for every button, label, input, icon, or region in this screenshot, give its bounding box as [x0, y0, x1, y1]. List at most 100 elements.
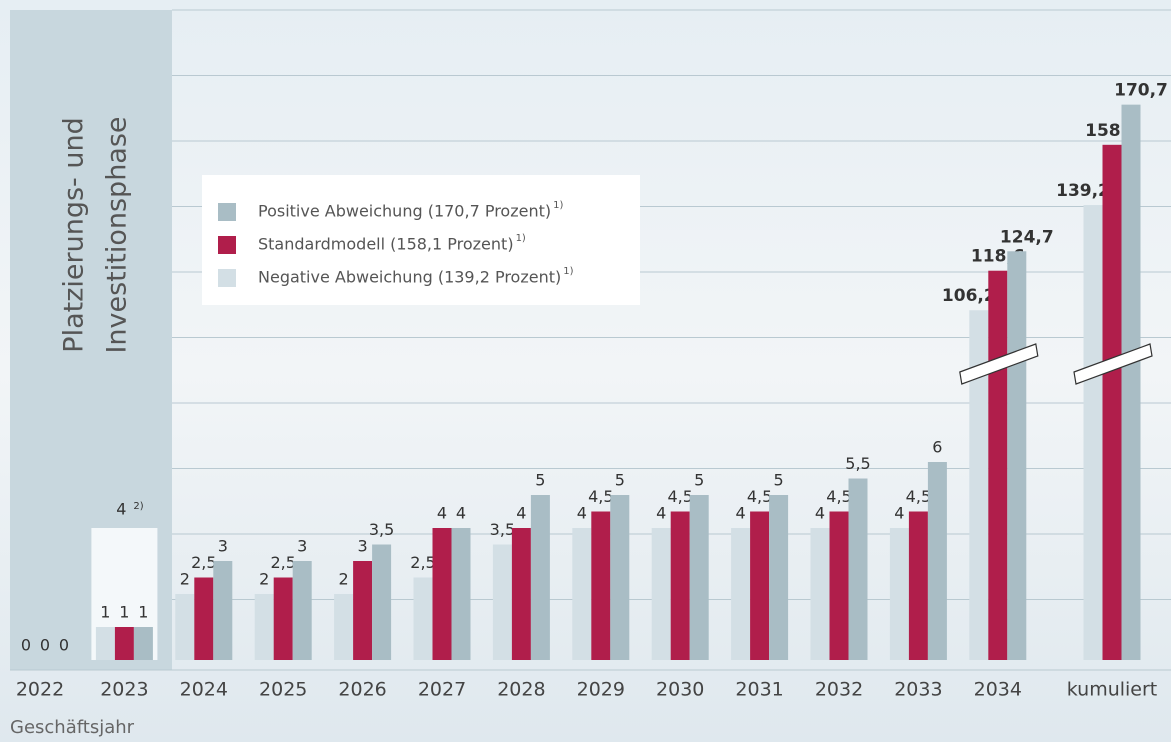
- value-label: 3,5: [490, 520, 515, 539]
- x-tick-label: 2033: [894, 679, 942, 701]
- bar: [1007, 251, 1026, 660]
- x-tick-label: 2022: [16, 679, 64, 701]
- bar: [1122, 105, 1141, 660]
- x-tick-label: 2031: [735, 679, 783, 701]
- legend-swatch: [218, 269, 236, 287]
- bar: [452, 528, 471, 660]
- value-label: 3: [358, 537, 368, 556]
- value-label: 3: [218, 537, 228, 556]
- bar: [1103, 145, 1122, 660]
- value-label: 4: [456, 504, 466, 523]
- bar: [175, 594, 194, 660]
- x-tick-label: 2029: [577, 679, 625, 701]
- bar: [274, 578, 293, 661]
- value-label: 6: [932, 438, 942, 457]
- legend-footnote: 1): [516, 233, 526, 244]
- legend-swatch: [218, 203, 236, 221]
- bar: [572, 528, 591, 660]
- x-axis-label: Geschäftsjahr: [10, 717, 135, 738]
- legend-label: Standardmodell (158,1 Prozent): [258, 235, 514, 254]
- value-label: 3: [297, 537, 307, 556]
- bar: [334, 594, 353, 660]
- bar: [372, 545, 391, 661]
- value-label: 2,5: [191, 553, 216, 572]
- side-label: Platzierungs- und: [59, 117, 90, 352]
- bar: [731, 528, 750, 660]
- phase-box-label: 4: [116, 500, 126, 519]
- bar: [353, 561, 372, 660]
- legend-swatch: [218, 236, 236, 254]
- bar: [213, 561, 232, 660]
- bar: [928, 462, 947, 660]
- value-label: 0: [21, 636, 31, 655]
- x-tick-label: 2034: [974, 679, 1022, 701]
- value-label: 5: [535, 471, 545, 490]
- x-tick-label: 2027: [418, 679, 466, 701]
- value-label: 4: [577, 504, 587, 523]
- value-label: 5: [694, 471, 704, 490]
- bar: [194, 578, 213, 661]
- chart: Platzierungs- und Investitionsphase Gesc…: [0, 0, 1171, 742]
- bar: [591, 512, 610, 661]
- bar: [134, 627, 153, 660]
- bar: [531, 495, 550, 660]
- value-label: 4,5: [906, 487, 931, 506]
- value-label: 2: [259, 570, 269, 589]
- value-label: 4,5: [667, 487, 692, 506]
- value-label: 4: [656, 504, 666, 523]
- legend-footnote: 1): [553, 200, 563, 211]
- bar: [493, 545, 512, 661]
- phase-box-footnote: 2): [133, 501, 143, 512]
- value-label: 2: [180, 570, 190, 589]
- legend-label: Negative Abweichung (139,2 Prozent): [258, 268, 561, 287]
- value-label: 4: [894, 504, 904, 523]
- bar: [909, 512, 928, 661]
- bar: [769, 495, 788, 660]
- legend-footnote: 1): [563, 266, 573, 277]
- bar: [512, 528, 531, 660]
- bar: [988, 271, 1007, 660]
- value-label: 4,5: [747, 487, 772, 506]
- x-tick-label: 2032: [815, 679, 863, 701]
- x-tick-label: 2025: [259, 679, 307, 701]
- bar: [849, 479, 868, 661]
- value-label: 2,5: [410, 553, 435, 572]
- x-tick-label: 2023: [100, 679, 148, 701]
- value-label: 1: [138, 603, 148, 622]
- value-label: 4,5: [588, 487, 613, 506]
- bar: [890, 528, 909, 660]
- x-tick-label: 2030: [656, 679, 704, 701]
- x-tick-label: kumuliert: [1067, 679, 1158, 701]
- bar: [811, 528, 830, 660]
- x-tick-label: 2026: [338, 679, 386, 701]
- bar: [652, 528, 671, 660]
- bar: [96, 627, 115, 660]
- value-label: 2,5: [270, 553, 295, 572]
- value-label: 0: [59, 636, 69, 655]
- value-label: 1: [119, 603, 129, 622]
- bar: [690, 495, 709, 660]
- bar: [255, 594, 274, 660]
- value-label: 3,5: [369, 520, 394, 539]
- bar: [830, 512, 849, 661]
- value-label: 4,5: [826, 487, 851, 506]
- bar: [433, 528, 452, 660]
- bar: [610, 495, 629, 660]
- bar: [671, 512, 690, 661]
- value-label: 4: [516, 504, 526, 523]
- value-label: 5: [615, 471, 625, 490]
- x-tick-label: 2028: [497, 679, 545, 701]
- value-label: 170,7: [1114, 81, 1168, 101]
- bar: [414, 578, 433, 661]
- legend-label: Positive Abweichung (170,7 Prozent): [258, 202, 551, 221]
- bar: [293, 561, 312, 660]
- value-label: 4: [815, 504, 825, 523]
- bar: [750, 512, 769, 661]
- value-label: 0: [40, 636, 50, 655]
- value-label: 5: [774, 471, 784, 490]
- side-label: Investitionsphase: [102, 116, 133, 353]
- value-label: 106,2: [942, 286, 996, 306]
- bar: [1084, 205, 1103, 660]
- value-label: 139,2: [1056, 181, 1110, 201]
- x-tick-label: 2024: [180, 679, 228, 701]
